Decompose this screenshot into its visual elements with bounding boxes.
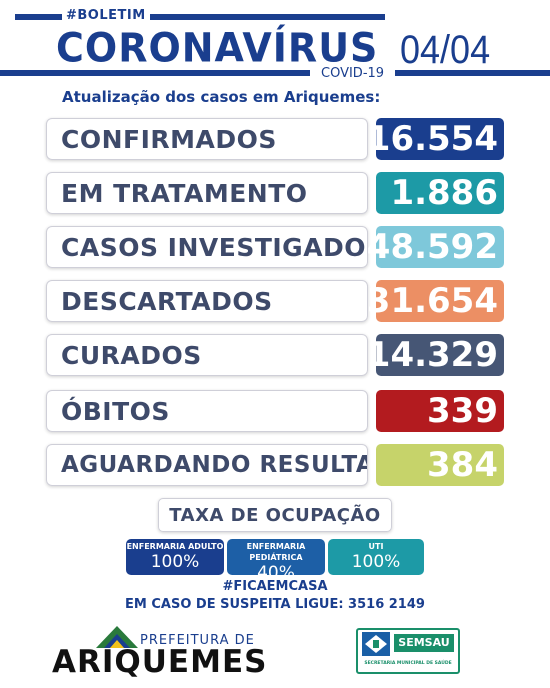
occupancy-label: UTI: [368, 542, 384, 551]
row-value-casos-investigados: 48.592: [367, 226, 504, 268]
occupancy-uti: UTI 100%: [328, 539, 424, 575]
hashtag: #FICAEMCASA: [222, 579, 328, 594]
row-value-descartados: 31.654: [367, 280, 504, 322]
occupancy-title: TAXA DE OCUPAÇÃO: [158, 498, 392, 532]
row-label-obitos: ÓBITOS: [46, 390, 368, 432]
covid-label: COVID-19: [318, 66, 388, 81]
rondonia-flag-icon: [96, 626, 138, 648]
page-title: CORONAVÍRUS: [56, 24, 379, 72]
occupancy-value: 40%: [257, 563, 295, 583]
city-name-logo: ARIQUEMES: [52, 644, 268, 680]
row-label-casos-investigados: CASOS INVESTIGADOS: [46, 226, 368, 268]
phone-notice: EM CASO DE SUSPEITA LIGUE: 3516 2149: [125, 597, 425, 612]
row-value-curados: 14.329: [367, 334, 504, 376]
occupancy-enfermaria-adulto: ENFERMARIA ADULTO 100%: [126, 539, 224, 575]
prefeitura-label: PREFEITURA DE: [140, 633, 255, 648]
row-label-descartados: DESCARTADOS: [46, 280, 368, 322]
occupancy-label: ENFERMARIA ADULTO: [126, 542, 224, 551]
occupancy-value: 100%: [150, 552, 200, 572]
row-value-aguardando-resultado: 384: [376, 444, 504, 486]
occupancy-label: ENFERMARIA PEDIÁTRICA: [246, 542, 306, 562]
boletim-tag: #BOLETIM: [62, 8, 150, 23]
occupancy-value: 100%: [351, 552, 401, 572]
occupancy-enfermaria-pediatrica: ENFERMARIA PEDIÁTRICA 40%: [227, 539, 325, 583]
header-top-bar: [15, 14, 385, 20]
row-value-confirmados: 16.554: [367, 118, 504, 160]
semsau-name: SEMSAU: [394, 634, 454, 652]
row-label-curados: CURADOS: [46, 334, 368, 376]
bulletin-date: 04/04: [400, 28, 491, 72]
row-value-obitos: 339: [376, 390, 504, 432]
date-underline: [395, 70, 550, 76]
header-bottom-bar: [0, 70, 310, 76]
row-label-confirmados: CONFIRMADOS: [46, 118, 368, 160]
row-label-aguardando-resultado: AGUARDANDO RESULTADO: [46, 444, 368, 486]
row-value-em-tratamento: 1.886: [376, 172, 504, 214]
semsau-emblem-icon: [362, 632, 390, 656]
row-label-em-tratamento: EM TRATAMENTO: [46, 172, 368, 214]
subtitle: Atualização dos casos em Ariquemes:: [62, 88, 381, 106]
semsau-subtitle: SECRETARIA MUNICIPAL DE SAÚDE: [364, 661, 452, 666]
